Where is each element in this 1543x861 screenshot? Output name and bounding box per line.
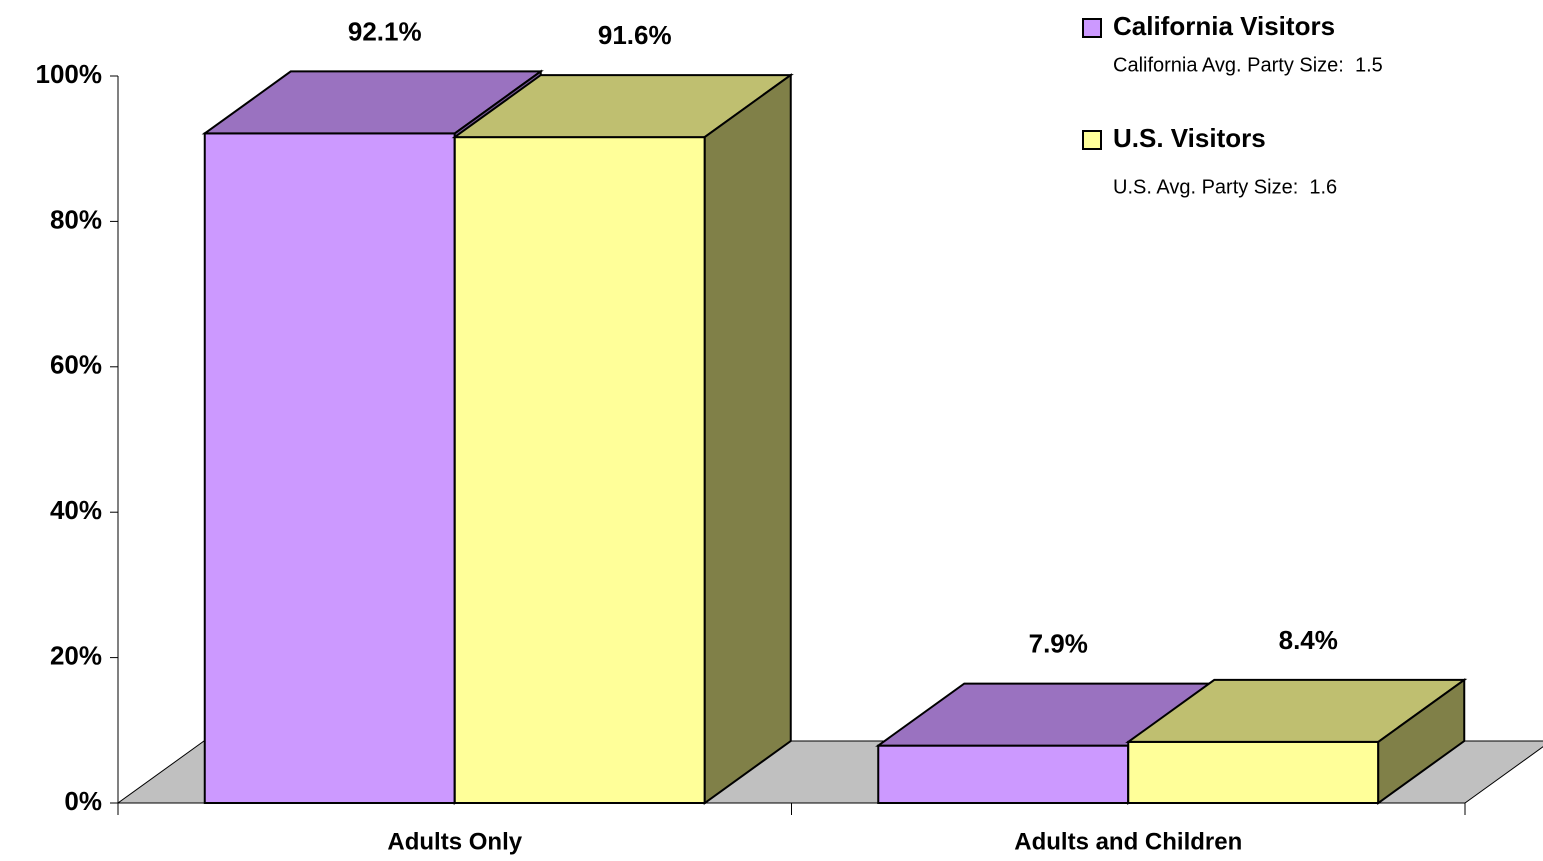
x-tick-label: Adults Only — [387, 828, 522, 855]
data-label: 8.4% — [1279, 625, 1338, 655]
y-tick-label: 100% — [36, 59, 103, 89]
y-tick-label: 20% — [50, 640, 102, 670]
data-label: 7.9% — [1029, 628, 1088, 658]
legend-note: U.S. Avg. Party Size: 1.6 — [1113, 176, 1337, 198]
y-tick-label: 40% — [50, 495, 102, 525]
legend-label: California Visitors — [1113, 11, 1335, 41]
bar-front — [1127, 740, 1380, 804]
legend-note: California Avg. Party Size: 1.5 — [1113, 54, 1383, 76]
bar — [1125, 677, 1468, 805]
bar-front — [453, 136, 706, 804]
y-tick-label: 80% — [50, 204, 102, 234]
legend-swatch — [1082, 130, 1102, 150]
bar-side — [1377, 677, 1466, 805]
data-label: 91.6% — [598, 20, 672, 50]
legend-label: U.S. Visitors — [1113, 123, 1266, 153]
y-tick-label: 60% — [50, 350, 102, 380]
legend-swatch — [1082, 18, 1102, 38]
bar-front — [203, 132, 456, 804]
x-tick-label: Adults and Children — [1014, 828, 1242, 855]
bar-front — [877, 744, 1130, 804]
data-label: 92.1% — [348, 16, 422, 46]
bar — [451, 73, 794, 805]
bar-side — [703, 73, 792, 805]
y-tick-label: 0% — [64, 786, 102, 816]
